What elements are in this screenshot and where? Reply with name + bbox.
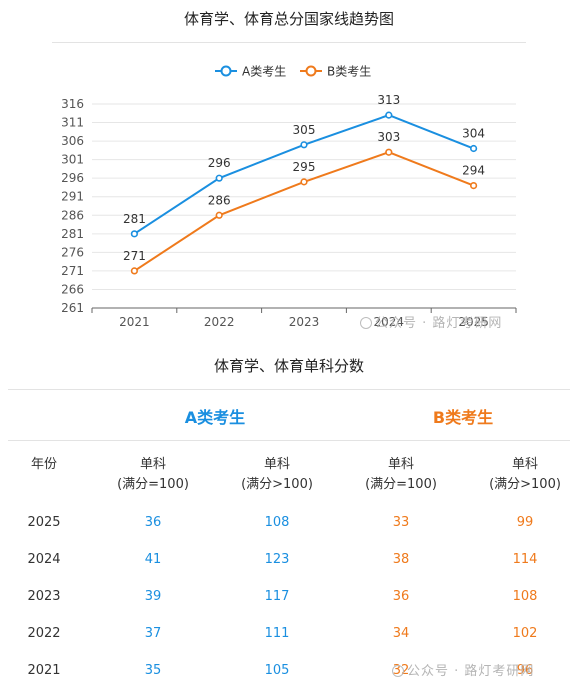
table-cell-b-over: 102 (512, 626, 538, 641)
col-header-line: (满分>100) (489, 477, 561, 492)
col-header-b-over: 单科 (满分>100) (475, 455, 575, 495)
y-tick-label: 261 (61, 301, 84, 315)
wechat-icon (360, 317, 372, 329)
table-cell-b100: 38 (392, 552, 410, 567)
data-point (385, 148, 393, 156)
watermark-top: 公众号 · 路灯考研网 (360, 312, 502, 331)
table-cell-b-over: 114 (512, 552, 538, 567)
watermark-bottom: 公众号 · 路灯考研网 (392, 660, 534, 679)
x-tick-label: 2021 (119, 315, 150, 329)
line-chart: 316 311 306 301 296 291 286 281 276 271 266 261 2021… (61, 65, 517, 329)
col-header-a-over: 单科 (满分>100) (227, 455, 327, 495)
table-cell-b-over: 99 (516, 515, 534, 530)
table-row: 2022 37 111 34 102 (0, 626, 578, 648)
col-header-b-100: 单科 (满分=100) (351, 455, 451, 495)
data-label: 286 (208, 193, 231, 207)
watermark-text: 公众号 · 路灯考研网 (375, 316, 503, 331)
group-a-label: A类考生 (184, 408, 246, 427)
data-point (470, 144, 478, 153)
table-cell-a-over: 111 (264, 626, 290, 641)
table-cell-a100: 39 (144, 589, 162, 604)
table-cell-a100: 36 (144, 515, 162, 530)
table-cell-a100: 35 (144, 663, 162, 678)
data-point (385, 111, 393, 119)
year-header: 年份 (30, 457, 57, 472)
table-cell-a-over: 123 (264, 552, 290, 567)
table-cell-year: 2025 (27, 515, 61, 530)
data-point (215, 174, 223, 182)
col-header-line: 单科 (139, 457, 166, 472)
legend-label: B类考生 (327, 65, 371, 79)
table-cell-b-over: 108 (512, 589, 538, 604)
data-label: 294 (462, 164, 485, 178)
title-divider (52, 42, 526, 43)
data-label: 313 (377, 93, 400, 107)
table-title: 体育学、体育单科分数 (213, 357, 364, 375)
table-cell-year: 2022 (27, 626, 61, 641)
table-cell-b100: 36 (392, 589, 410, 604)
data-label: 296 (208, 156, 231, 170)
table-row: 2025 36 108 33 99 (0, 515, 578, 537)
y-tick-label: 281 (61, 227, 84, 241)
col-header-line: (满分=100) (117, 477, 189, 492)
col-header-line: (满分=100) (365, 477, 437, 492)
legend-swatch-marker (220, 65, 232, 77)
legend-swatch-marker (305, 65, 317, 77)
x-tick-label: 2025 (458, 315, 489, 329)
y-tick-label: 301 (61, 153, 84, 167)
y-tick-label: 291 (61, 190, 84, 204)
table-cell-b-over: 96 (516, 663, 534, 678)
table-cell-year: 2021 (27, 663, 61, 678)
y-tick-label: 311 (61, 116, 84, 130)
legend-label: A类考生 (242, 65, 286, 79)
data-label: 281 (123, 212, 146, 226)
y-tick-label: 266 (61, 282, 84, 296)
col-header-line: 单科 (387, 457, 414, 472)
table-cell-a100: 37 (144, 626, 162, 641)
table-cell-year: 2023 (27, 589, 61, 604)
y-tick-label: 306 (61, 134, 84, 148)
data-label: 304 (462, 127, 485, 141)
data-label: 295 (293, 160, 316, 174)
y-tick-label: 276 (61, 245, 84, 259)
data-label: 305 (293, 123, 316, 137)
col-header-line: 单科 (263, 457, 290, 472)
data-point (215, 211, 223, 219)
y-tick-label: 296 (61, 171, 84, 185)
data-point (130, 267, 138, 275)
table-divider-mid (8, 440, 570, 441)
table-cell-a-over: 108 (264, 515, 290, 530)
table-cell-b100: 33 (392, 515, 410, 530)
chart-title: 体育学、体育总分国家线趋势图 (183, 10, 394, 28)
x-tick-label: 2024 (374, 315, 405, 329)
data-label: 303 (377, 130, 400, 144)
data-label: 271 (123, 249, 146, 263)
table-row: 2021 35 105 32 96 (0, 663, 578, 685)
col-header-a-100: 单科 (满分=100) (103, 455, 203, 495)
data-point (130, 230, 138, 238)
watermark-text: 公众号 · 路灯考研网 (407, 664, 535, 679)
x-tick-label: 2022 (204, 315, 235, 329)
y-tick-label: 316 (61, 97, 84, 111)
col-header-line: 单科 (511, 457, 538, 472)
table-row: 2024 41 123 38 114 (0, 552, 578, 574)
y-tick-label: 286 (61, 208, 84, 222)
col-header-line: (满分>100) (241, 477, 313, 492)
data-point (300, 141, 308, 149)
data-point (470, 182, 478, 190)
wechat-icon (392, 665, 404, 677)
table-cell-year: 2024 (27, 552, 61, 567)
x-tick-label: 2023 (289, 315, 320, 329)
table-row: 2023 39 117 36 108 (0, 589, 578, 611)
y-tick-label: 271 (61, 264, 84, 278)
data-point (300, 178, 308, 186)
table-cell-a-over: 117 (264, 589, 290, 604)
table-cell-a-over: 105 (264, 663, 290, 678)
table-divider-top (8, 389, 570, 390)
table-cell-a100: 41 (144, 552, 162, 567)
table-cell-b100: 34 (392, 626, 410, 641)
group-b-label: B类考生 (432, 408, 494, 427)
